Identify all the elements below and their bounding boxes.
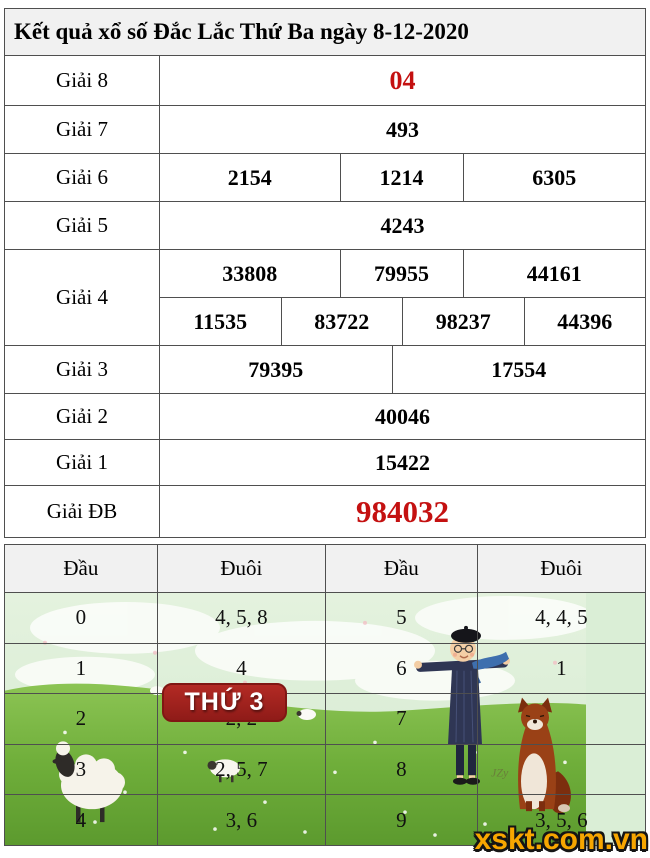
head-cell: 1 <box>75 655 87 680</box>
content-area: Kết quả xổ số Đắc Lắc Thứ Ba ngày 8-12-2… <box>4 8 646 846</box>
tail-cell: 4 <box>156 643 325 694</box>
prize-value-gdb: 984032 <box>159 486 645 537</box>
prize-label-g5: Giải 5 <box>56 213 108 237</box>
prize-value-g8: 04 <box>159 56 645 105</box>
prize-label-g2: Giải 2 <box>56 404 108 428</box>
head-cell: 2 <box>75 706 87 731</box>
table-row-g5: Giải 5 4243 <box>5 201 645 249</box>
tail-cell: 1 <box>476 643 645 694</box>
table-row-g8: Giải 8 04 <box>5 55 645 105</box>
prize-value-g4-7: 44396 <box>523 298 646 345</box>
table-row-g7: Giải 7 493 <box>5 105 645 153</box>
prize-value-g4-2: 79955 <box>339 250 463 297</box>
prize-value-g3-2: 17554 <box>391 346 645 393</box>
artist-signature: JZy <box>491 765 509 779</box>
table-row: 4 3, 6 9 3, 5, 6 <box>5 794 645 845</box>
table-row: 0 4, 5, 8 5 4, 4, 5 <box>5 593 645 643</box>
table-row: 2 2, 2 7 <box>5 693 645 744</box>
head-tail-header: Đầu Đuôi Đầu Đuôi <box>5 545 645 592</box>
tail-cell <box>476 694 645 744</box>
prize-value-g4-5: 83722 <box>280 298 403 345</box>
table-row-g1: Giải 1 15422 <box>5 439 645 485</box>
prize-value-g6-2: 1214 <box>339 154 463 201</box>
head-cell: 5 <box>324 593 477 643</box>
table-row-g6: Giải 6 2154 1214 6305 <box>5 153 645 201</box>
head-tail-table: Đầu Đuôi Đầu Đuôi <box>4 544 646 846</box>
header-dau-left: Đầu <box>63 556 99 580</box>
tail-cell: 4, 5, 8 <box>156 593 325 643</box>
tail-cell: 3, 6 <box>156 795 325 845</box>
grass-hill <box>5 683 586 845</box>
results-table: Kết quả xổ số Đắc Lắc Thứ Ba ngày 8-12-2… <box>4 8 646 538</box>
prize-value-g4-6: 98237 <box>402 298 524 345</box>
prize-label-g3: Giải 3 <box>56 357 108 381</box>
head-cell: 6 <box>324 643 477 694</box>
tail-cell: 3, 5, 6 <box>476 795 645 845</box>
prize-value-g3-1: 79395 <box>159 346 392 393</box>
table-row-g3: Giải 3 79395 17554 <box>5 345 645 393</box>
head-cell: 4 <box>75 807 87 832</box>
tail-cell: 4, 4, 5 <box>476 593 645 643</box>
table-row-gdb: Giải ĐB 984032 <box>5 485 645 537</box>
head-cell: 7 <box>324 694 477 744</box>
prize-value-g2: 40046 <box>159 394 645 439</box>
tail-cell <box>476 744 645 795</box>
prize-value-g4-1: 33808 <box>159 250 340 297</box>
head-tail-body: JZy 0 4, 5, 8 5 4, 4, 5 1 4 6 1 <box>5 592 645 845</box>
head-cell: 9 <box>324 795 477 845</box>
prize-label-g8: Giải 8 <box>56 68 108 92</box>
sheep-icon <box>52 741 125 823</box>
prize-value-g5: 4243 <box>159 202 645 249</box>
prize-value-g1: 15422 <box>159 440 645 485</box>
scarecrow-boy-icon <box>414 625 510 785</box>
table-row-g4: Giải 4 33808 79955 44161 11535 83722 982… <box>5 249 645 345</box>
prize-value-g4-4: 11535 <box>159 298 281 345</box>
day-badge: THỨ 3 <box>162 683 287 722</box>
prize-label-g7: Giải 7 <box>56 117 108 141</box>
head-cell: 8 <box>324 744 477 795</box>
prize-label-g1: Giải 1 <box>56 450 108 474</box>
prize-label-g6: Giải 6 <box>56 165 108 189</box>
prize-value-g7: 493 <box>159 106 645 153</box>
prize-value-g6-3: 6305 <box>462 154 646 201</box>
sheep-icon <box>150 686 316 783</box>
head-cell: 0 <box>75 605 87 630</box>
header-duoi-left: Đuôi <box>156 545 325 592</box>
header-dau-right: Đầu <box>324 545 477 592</box>
page-title: Kết quả xổ số Đắc Lắc Thứ Ba ngày 8-12-2… <box>5 9 645 55</box>
table-row: 1 4 6 1 <box>5 642 645 694</box>
table-row-g2: Giải 2 40046 <box>5 393 645 439</box>
head-cell: 3 <box>75 757 87 782</box>
tail-cell: 2, 5, 7 <box>156 744 325 795</box>
prize-value-g6-1: 2154 <box>159 154 340 201</box>
prize-value-g4-3: 44161 <box>462 250 646 297</box>
flower-dots-icon <box>63 715 567 837</box>
petal-dots-icon <box>43 620 557 685</box>
prize-label-gdb: Giải ĐB <box>46 499 118 523</box>
head-tail-rows: 0 4, 5, 8 5 4, 4, 5 1 4 6 1 2 2, 2 7 <box>5 593 645 845</box>
prize-label-g4: Giải 4 <box>56 285 108 309</box>
header-duoi-right: Đuôi <box>476 545 645 592</box>
table-row: 3 2, 5, 7 8 <box>5 743 645 795</box>
site-watermark: xskt.com.vn <box>474 823 648 856</box>
